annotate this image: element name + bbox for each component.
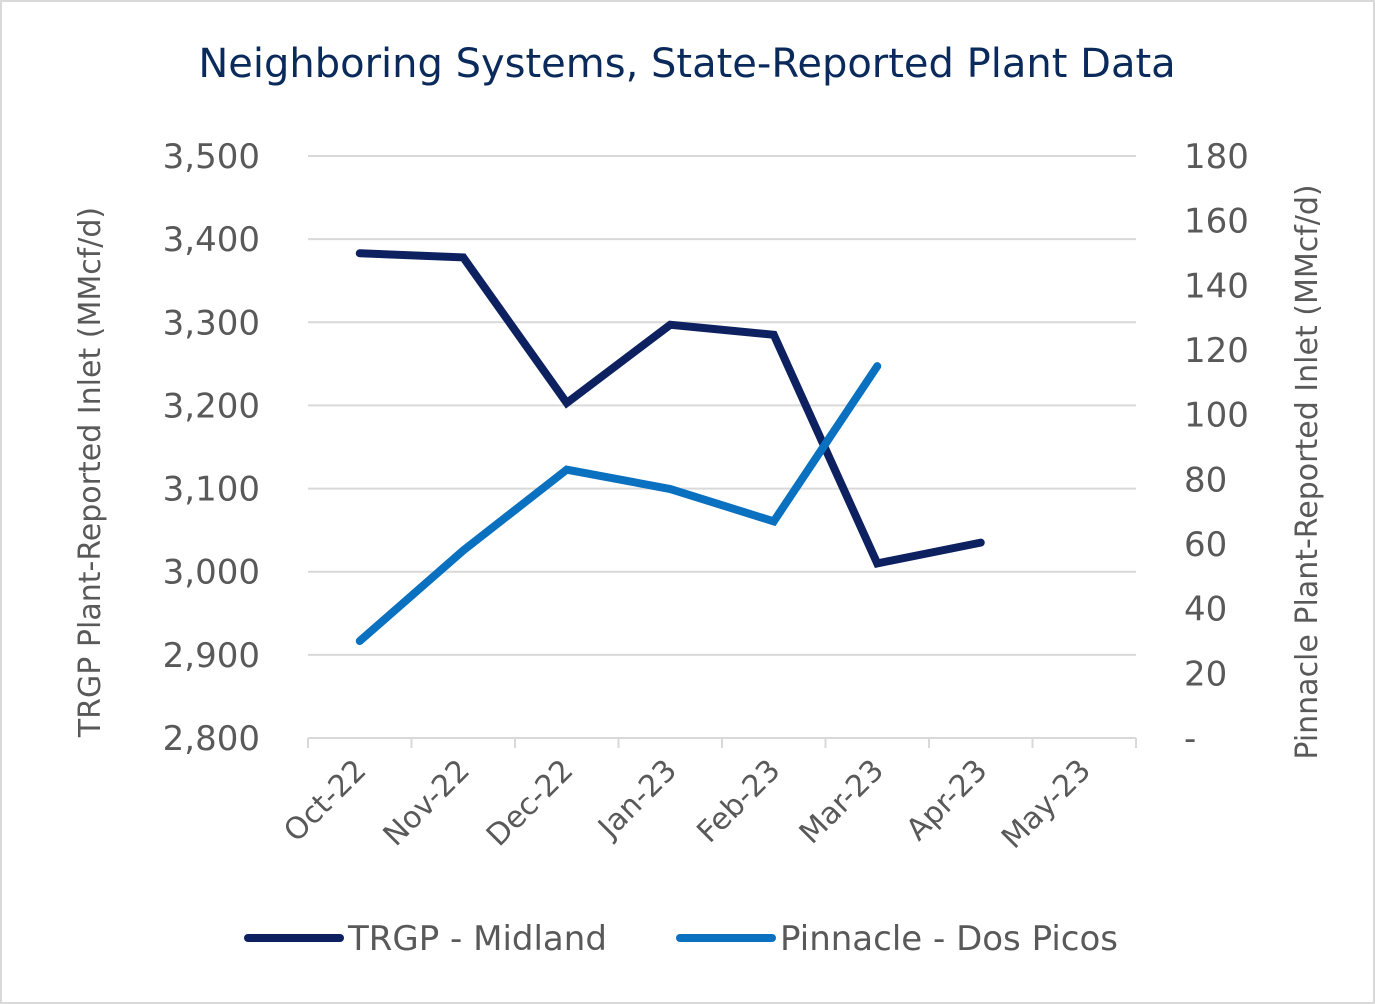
left-tick-label: 3,400 [163,220,260,260]
data-point [462,549,464,551]
gridlines [308,155,1136,656]
x-tick-label: Jan-23 [590,753,684,847]
right-tick-label: 40 [1184,590,1227,630]
legend: TRGP - Midland Pinnacle - Dos Picos [244,919,1118,959]
legend-label-trgp-midland: TRGP - Midland [347,919,607,959]
series-lines [355,249,985,645]
data-point [462,256,464,258]
right-tick-label: 80 [1184,460,1227,500]
x-tick-label: Nov-22 [377,753,477,853]
right-tick-label: 60 [1184,525,1227,565]
x-tick-label: Feb-23 [690,753,787,850]
x-tick-label: May-23 [995,753,1098,856]
data-point [980,542,982,544]
left-tick-label: 3,100 [163,470,260,510]
x-tick-label: Dec-22 [480,753,580,853]
series-line-pinnacle-dos-picos [355,362,882,645]
left-axis-title: TRGP Plant-Reported Inlet (MMcf/d) [73,207,108,738]
right-tick-label: 120 [1184,331,1249,371]
chart-title: Neighboring Systems, State-Reported Plan… [198,41,1175,87]
left-tick-label: 2,800 [163,719,260,759]
right-tick-label: - [1184,719,1196,759]
x-tick-label: Apr-23 [900,753,995,848]
right-tick-label: 100 [1184,396,1249,436]
data-point [566,469,568,471]
data-point [669,324,671,326]
right-tick-label: 160 [1184,202,1249,242]
right-tick-label: 20 [1184,654,1227,694]
data-point [773,520,775,522]
left-tick-label: 3,300 [163,303,260,343]
right-y-axis: - 20 40 60 80 100 120 140 160 180 [1184,137,1249,759]
right-axis-title: Pinnacle Plant-Reported Inlet (MMcf/d) [1290,184,1325,759]
left-tick-label: 3,200 [163,386,260,426]
right-tick-label: 180 [1184,137,1249,177]
data-point [876,562,878,564]
data-point [566,402,568,404]
data-point [359,640,361,642]
data-point [669,488,671,490]
data-point [876,365,878,367]
x-axis: Oct-22 Nov-22 Dec-22 Jan-23 Feb-23 Mar-23 Apr-… [277,737,1137,856]
right-tick-label: 140 [1184,266,1249,306]
x-tick-label: Oct-22 [277,753,373,849]
data-point [773,334,775,336]
left-tick-label: 2,900 [163,636,260,676]
x-tick-label: Mar-23 [793,753,891,851]
left-tick-label: 3,000 [163,553,260,593]
series-line-trgp-midland [355,249,985,568]
left-y-axis: 2,800 2,900 3,000 3,100 3,200 3,300 3,400 3,500 [163,137,260,759]
data-point [359,252,361,254]
left-tick-label: 3,500 [163,137,260,177]
legend-label-pinnacle-dos-picos: Pinnacle - Dos Picos [780,919,1118,959]
